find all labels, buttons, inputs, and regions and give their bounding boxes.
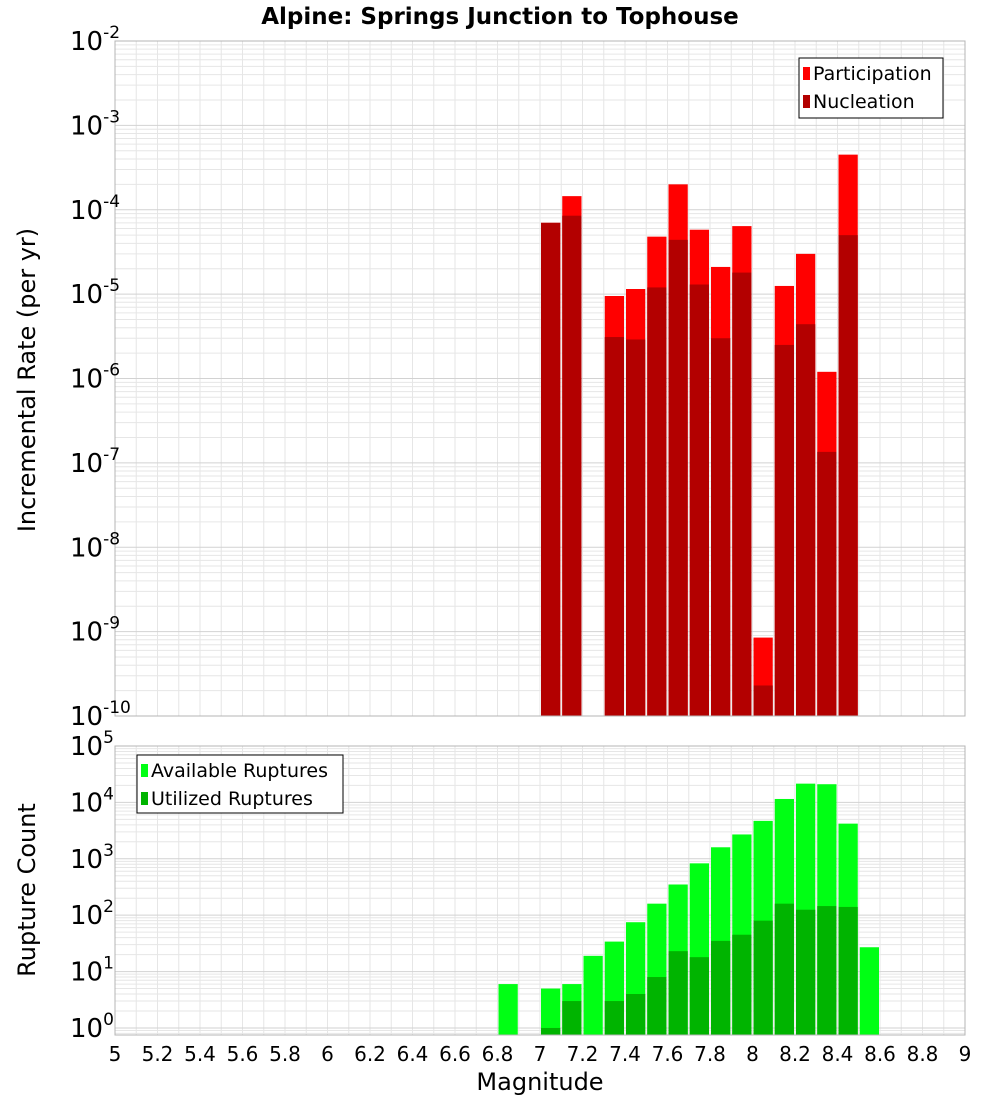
x-tick-label: 8.6: [864, 1042, 896, 1066]
top-series2-bar: [774, 344, 794, 716]
x-tick-label: 6: [321, 1042, 334, 1066]
legend-swatch: [141, 792, 148, 805]
x-tick-label: 6.2: [354, 1042, 386, 1066]
top-y-tick-labels: 10-10 10-9 10-8 10-7 10-6 10-5 10-4 10-3 10-2: [70, 23, 131, 732]
x-tick-label: 6.8: [482, 1042, 514, 1066]
x-tick-label: 6.6: [439, 1042, 471, 1066]
legend-label: Nucleation: [813, 91, 915, 113]
top-series2-bar: [668, 239, 688, 716]
y-tick-label: 10-6: [70, 361, 120, 395]
top-series2-bar: [647, 287, 667, 716]
top-bars: [541, 154, 858, 717]
x-tick-label: 8.2: [779, 1042, 811, 1066]
x-tick-label: 5.2: [142, 1042, 174, 1066]
y-tick-label: 10-2: [70, 23, 120, 57]
y-tick-label: 104: [70, 784, 114, 818]
x-tick-label: 8: [746, 1042, 759, 1066]
bot-series2-bar: [796, 909, 816, 1035]
x-tick-label: 7.8: [694, 1042, 726, 1066]
x-tick-label: 7.4: [609, 1042, 641, 1066]
bot-series2-bar: [562, 1001, 582, 1035]
y-tick-label: 105: [70, 728, 114, 762]
x-tick-label: 7.6: [652, 1042, 684, 1066]
y-tick-label: 10-9: [70, 614, 120, 648]
x-tick-label: 7.2: [567, 1042, 599, 1066]
chart-title: Alpine: Springs Junction to Tophouse: [261, 4, 739, 30]
top-series2-bar: [689, 284, 709, 716]
y-tick-label: 10-3: [70, 107, 120, 141]
y-tick-label: 103: [70, 841, 114, 875]
x-tick-label: 5.6: [227, 1042, 259, 1066]
top-series2-bar: [732, 272, 752, 716]
x-axis-label: Magnitude: [476, 1068, 603, 1096]
bot-series2-bar: [838, 906, 858, 1035]
x-tick-label: 8.8: [907, 1042, 939, 1066]
bot-series1-bar: [498, 984, 518, 1035]
legend-label: Utilized Ruptures: [151, 788, 313, 810]
legend-swatch: [803, 95, 810, 108]
top-series2-bar: [562, 215, 582, 717]
y-tick-label: 10-5: [70, 276, 120, 310]
x-tick-labels: 5 5.2 5.4 5.6 5.8 6 6.2 6.4 6.6 6.8 7 7.2 7.4 7.6 7.8 8…: [109, 1042, 972, 1066]
bot-series2-bar: [604, 1001, 624, 1035]
y-tick-label: 10-7: [70, 445, 120, 479]
bot-series2-bar: [753, 920, 773, 1035]
legend-swatch: [803, 67, 810, 80]
bot-series1-bar: [583, 955, 603, 1035]
top-grid: [114, 41, 966, 717]
bot-series2-bar: [774, 903, 794, 1035]
y-tick-label: 10-4: [70, 192, 120, 226]
top-series2-bar: [817, 451, 837, 716]
bot-series2-bar: [668, 951, 688, 1035]
bot-series2-bar: [711, 940, 731, 1035]
x-tick-label: 6.4: [397, 1042, 429, 1066]
bot-series1-bar: [859, 947, 879, 1035]
x-tick-label: 8.4: [822, 1042, 854, 1066]
y-tick-label: 102: [70, 897, 114, 931]
y-tick-label: 101: [70, 954, 114, 988]
x-tick-label: 5.4: [184, 1042, 216, 1066]
top-legend: Participation Nucleation: [798, 57, 944, 119]
top-series2-bar: [541, 222, 561, 716]
top-series2-bar: [711, 338, 731, 716]
legend-label: Participation: [813, 63, 932, 85]
legend-box: [136, 754, 344, 814]
bottom-legend: Available Ruptures Utilized Ruptures: [136, 754, 344, 814]
legend-swatch: [141, 764, 148, 777]
bot-series2-bar: [647, 977, 667, 1035]
bot-series2-bar: [541, 1027, 561, 1035]
top-series2-bar: [604, 337, 624, 716]
top-plot-frame: [114, 40, 966, 717]
bottom-bars: [498, 783, 879, 1035]
x-tick-label: 9: [959, 1042, 972, 1066]
x-tick-label: 7: [534, 1042, 547, 1066]
bot-series1-bar: [541, 988, 561, 1035]
top-y-axis-label: Incremental Rate (per yr): [13, 228, 41, 532]
bottom-y-tick-labels: 100 101 102 103 104 105: [70, 728, 114, 1044]
rupture-count-panel: 100 101 102 103 104 105 Rupture Count Availab…: [13, 728, 966, 1044]
y-tick-label: 10-8: [70, 529, 120, 563]
x-tick-label: 5: [109, 1042, 122, 1066]
incremental-rate-panel: 10-10 10-9 10-8 10-7 10-6 10-5 10-4 10-3 10-2 In…: [13, 23, 966, 732]
bot-series2-bar: [689, 957, 709, 1035]
legend-box: [798, 57, 944, 119]
y-tick-label: 100: [70, 1010, 114, 1044]
legend-label: Available Ruptures: [151, 760, 328, 782]
bottom-y-axis-label: Rupture Count: [13, 803, 41, 977]
top-series2-bar: [753, 685, 773, 716]
y-tick-label: 10-10: [70, 698, 131, 732]
bot-series2-bar: [732, 934, 752, 1035]
bot-series2-bar: [817, 906, 837, 1035]
top-series2-bar: [838, 235, 858, 716]
top-series2-bar: [796, 324, 816, 716]
bottom-plot-frame: [114, 745, 966, 1036]
top-series2-bar: [626, 339, 646, 716]
bot-series2-bar: [626, 994, 646, 1035]
x-tick-label: 5.8: [269, 1042, 301, 1066]
